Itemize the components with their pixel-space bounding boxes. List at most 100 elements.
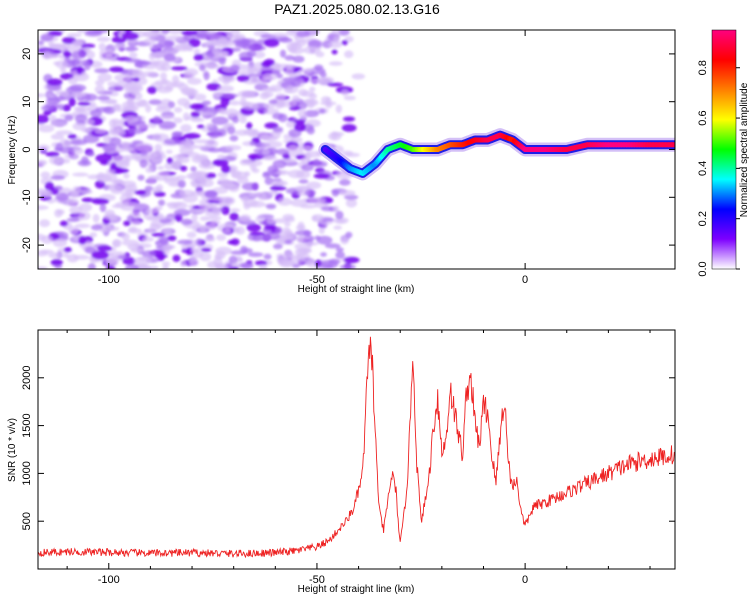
noise-blob bbox=[62, 104, 71, 112]
noise-blob bbox=[92, 213, 100, 223]
noise-blob bbox=[167, 202, 179, 210]
snr-y-tick-label: 1000 bbox=[21, 461, 33, 485]
noise-blob bbox=[84, 30, 103, 37]
noise-blob bbox=[124, 58, 142, 63]
noise-blob bbox=[121, 32, 139, 41]
noise-blob bbox=[120, 191, 132, 197]
noise-blob bbox=[177, 239, 193, 245]
colorbar-tick-label: 0.2 bbox=[697, 211, 709, 226]
noise-blob bbox=[137, 174, 145, 181]
noise-blob bbox=[139, 263, 148, 269]
noise-blob bbox=[41, 235, 54, 244]
noise-blob bbox=[39, 219, 51, 228]
noise-blob bbox=[180, 218, 193, 226]
noise-blob bbox=[351, 73, 366, 80]
noise-blob bbox=[341, 40, 348, 46]
noise-blob bbox=[331, 49, 338, 55]
noise-blob bbox=[272, 126, 284, 133]
noise-blob bbox=[225, 144, 242, 151]
noise-blob bbox=[260, 61, 272, 68]
noise-blob bbox=[206, 123, 214, 128]
noise-blob bbox=[124, 264, 140, 269]
noise-blob bbox=[208, 147, 222, 153]
noise-blob bbox=[212, 159, 229, 167]
noise-blob bbox=[220, 108, 228, 115]
noise-blob bbox=[179, 165, 188, 172]
noise-blob bbox=[66, 217, 80, 223]
noise-blob bbox=[342, 116, 356, 122]
noise-blob bbox=[279, 49, 287, 58]
noise-blob bbox=[72, 172, 89, 177]
noise-blob bbox=[122, 147, 134, 152]
noise-blob bbox=[50, 175, 66, 181]
noise-blob bbox=[170, 160, 181, 170]
noise-blob bbox=[272, 159, 287, 169]
noise-blob bbox=[205, 32, 223, 39]
noise-blob bbox=[117, 255, 130, 260]
noise-blob bbox=[69, 190, 80, 198]
noise-blob bbox=[341, 123, 357, 132]
noise-blob bbox=[111, 36, 127, 44]
colorbar-label: Normalized spectral amplitude bbox=[739, 82, 750, 217]
noise-blob bbox=[59, 146, 75, 154]
noise-blob bbox=[132, 77, 140, 82]
noise-blob bbox=[248, 192, 267, 198]
noise-blob bbox=[284, 222, 291, 227]
noise-blob bbox=[38, 159, 48, 165]
noise-blob bbox=[246, 66, 258, 73]
noise-blob bbox=[186, 231, 197, 239]
noise-blob bbox=[152, 115, 161, 124]
noise-blob bbox=[108, 66, 124, 73]
spectrogram-x-label: Height of straight line (km) bbox=[298, 284, 415, 295]
noise-blob bbox=[200, 247, 212, 252]
noise-blob bbox=[222, 228, 232, 234]
noise-blob bbox=[236, 74, 250, 82]
snr-x-tick-label: -50 bbox=[309, 574, 325, 586]
noise-blob bbox=[189, 257, 199, 267]
noise-blob bbox=[161, 265, 169, 269]
noise-blob bbox=[166, 30, 185, 35]
noise-blob bbox=[206, 216, 222, 221]
noise-blob bbox=[328, 131, 342, 141]
noise-blob bbox=[269, 186, 287, 191]
noise-blob bbox=[217, 85, 235, 92]
noise-blob bbox=[94, 129, 107, 134]
noise-blob bbox=[42, 51, 52, 60]
snr-y-ticks: 500 1000 1500 2000 bbox=[21, 366, 675, 530]
noise-blob bbox=[71, 50, 86, 60]
noise-blob bbox=[221, 205, 230, 215]
noise-blob bbox=[308, 78, 325, 84]
noise-blob bbox=[204, 236, 216, 242]
noise-blob bbox=[63, 51, 72, 58]
noise-blob bbox=[229, 100, 241, 106]
noise-blob bbox=[325, 102, 333, 109]
noise-blob bbox=[249, 45, 266, 51]
noise-blob bbox=[158, 236, 169, 245]
spectrogram-y-tick-label: 10 bbox=[21, 96, 33, 108]
noise-blob bbox=[335, 104, 343, 114]
noise-blob bbox=[204, 139, 219, 149]
noise-blob bbox=[46, 93, 54, 98]
noise-blob bbox=[193, 53, 204, 61]
noise-blob bbox=[324, 243, 341, 249]
noise-blob bbox=[89, 109, 102, 118]
noise-blob bbox=[253, 51, 266, 59]
noise-blob bbox=[78, 203, 93, 212]
noise-blob bbox=[135, 142, 154, 152]
noise-blob bbox=[67, 133, 77, 139]
noise-blob bbox=[229, 30, 241, 36]
noise-blob bbox=[227, 125, 236, 135]
noise-blob bbox=[152, 133, 162, 141]
noise-blob bbox=[64, 114, 74, 122]
noise-blob bbox=[303, 110, 320, 118]
noise-blob bbox=[343, 50, 354, 59]
noise-blob bbox=[124, 158, 131, 163]
noise-blob bbox=[173, 117, 183, 124]
snr-y-tick-label: 2000 bbox=[21, 366, 33, 390]
noise-blob bbox=[151, 232, 166, 237]
noise-blob bbox=[199, 216, 210, 222]
noise-blob bbox=[292, 55, 305, 63]
noise-blob bbox=[294, 230, 312, 236]
noise-blob bbox=[242, 198, 259, 208]
noise-blob bbox=[234, 41, 249, 49]
